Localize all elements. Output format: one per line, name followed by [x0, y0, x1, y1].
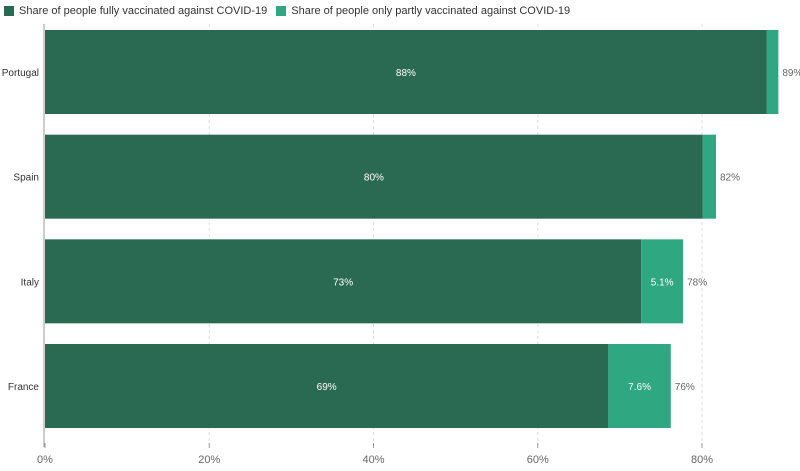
bar-portugal-series-1[interactable] — [45, 30, 767, 114]
bar-portugal-series-2[interactable] — [766, 30, 779, 114]
total-label-portugal: 89% — [782, 68, 800, 79]
data-label-france-series-2: 7.6% — [628, 382, 651, 393]
data-label-spain-series-1: 80% — [364, 173, 384, 184]
bar-italy-series-1[interactable] — [45, 239, 642, 324]
category-label-italy: Italy — [21, 277, 39, 288]
bar-spain-series-2[interactable] — [702, 134, 716, 219]
legend-item-partly-vaccinated[interactable]: Share of people only partly vaccinated a… — [276, 5, 570, 17]
legend: Share of people fully vaccinated against… — [4, 5, 579, 17]
data-label-italy-series-2: 5.1% — [651, 277, 674, 288]
x-tick-label-40: 40% — [362, 454, 384, 466]
bar-france-series-1[interactable] — [45, 344, 609, 429]
legend-swatch-fully-vaccinated — [4, 6, 14, 16]
category-label-france: France — [8, 382, 40, 393]
x-tick-label-60: 60% — [527, 454, 549, 466]
total-label-italy: 78% — [687, 277, 707, 288]
x-tick-label-0: 0% — [37, 454, 53, 466]
legend-swatch-partly-vaccinated — [276, 6, 287, 16]
total-label-france: 76% — [675, 382, 695, 393]
bar-spain-series-1[interactable] — [45, 134, 703, 219]
data-label-france-series-1: 69% — [317, 382, 337, 393]
total-label-spain: 82% — [720, 173, 740, 184]
x-tick-label-20: 20% — [198, 454, 220, 466]
legend-label-partly-vaccinated: Share of people only partly vaccinated a… — [291, 5, 571, 17]
data-label-portugal-series-1: 88% — [396, 68, 416, 79]
category-label-portugal: Portugal — [2, 68, 39, 79]
x-tick-label-80: 80% — [691, 454, 713, 466]
legend-label-fully-vaccinated: Share of people fully vaccinated against… — [19, 5, 268, 17]
category-label-spain: Spain — [13, 173, 39, 184]
legend-item-fully-vaccinated[interactable]: Share of people fully vaccinated against… — [4, 5, 267, 17]
data-label-italy-series-1: 73% — [333, 277, 353, 288]
bar-italy-series-2[interactable] — [641, 239, 684, 324]
bar-france-series-2[interactable] — [608, 344, 671, 429]
